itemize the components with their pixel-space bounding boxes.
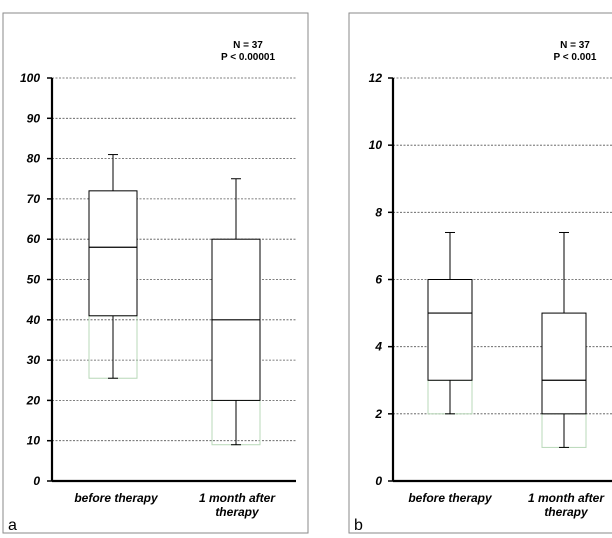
panel-a-y-tick-label: 0 (33, 474, 40, 488)
panel-b-category-label-2-line-1: 1 month after (528, 491, 605, 505)
panel-a-y-tick-label: 10 (27, 434, 41, 448)
panel-a-category-label-2-line-1: 1 month after (199, 491, 276, 505)
panel-b-plot: 0 2 4 6 8 10 12 (369, 71, 612, 488)
panel-a-y-tick-label: 90 (27, 111, 41, 125)
panel-b-n-annotation: N = 37 (560, 40, 590, 51)
panel-a-y-tick-label: 60 (27, 232, 41, 246)
panel-a-p-annotation: P < 0.00001 (221, 52, 275, 63)
panel-a-y-tick-label: 50 (27, 273, 41, 287)
panel-a-box-1 (88, 190, 138, 317)
panel-a-category-label-2-line-2: therapy (215, 505, 260, 519)
panel-b-category-label-1: before therapy (408, 491, 493, 505)
panel-b-letter: b (354, 517, 363, 534)
panel-a-n-annotation: N = 37 (233, 40, 263, 51)
panel-b-y-tick-label: 6 (375, 273, 382, 287)
panel-a-y-tick-label: 40 (26, 313, 41, 327)
panel-b-y-tick-label: 10 (369, 138, 383, 152)
panel-b-p-annotation: P < 0.001 (554, 52, 597, 63)
panel-a-category-label-1: before therapy (74, 491, 159, 505)
panel-b-frame (348, 12, 612, 534)
panel-b-y-tick-label: 8 (375, 205, 382, 219)
panel-a-y-tick-label: 70 (27, 192, 41, 206)
panel-b-y-tick-label: 4 (374, 340, 382, 354)
panel-a-y-tick-label: 20 (26, 393, 41, 407)
panel-a-y-tick-label: 80 (27, 152, 41, 166)
panel-b-y-tick-label: 12 (369, 71, 383, 85)
panel-a-y-tick-label: 30 (27, 353, 41, 367)
panel-a-letter: a (8, 517, 17, 534)
panel-a-y-tick-label: 100 (20, 71, 40, 85)
panel-b-box-1 (427, 279, 473, 381)
panel-b-category-label-2-line-2: therapy (544, 505, 589, 519)
panel-a-frame (2, 12, 309, 534)
panel-a-plot: 0 10 20 30 40 50 60 70 80 90 100 (20, 71, 296, 488)
panel-b-y-tick-label: 0 (375, 474, 382, 488)
panel-b-box-2 (541, 312, 587, 415)
panel-b-y-tick-label: 2 (374, 407, 382, 421)
